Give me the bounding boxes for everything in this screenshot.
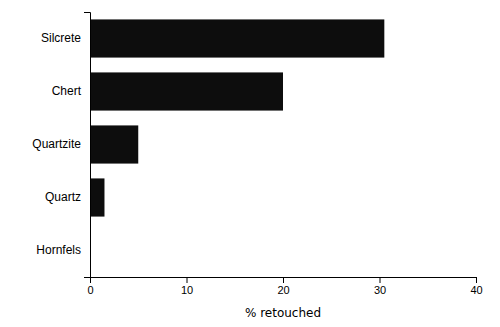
x-tick: 30 xyxy=(374,277,386,296)
y-tick: Quartz xyxy=(45,190,81,204)
x-tick-mark xyxy=(476,277,477,283)
x-tick: 20 xyxy=(277,277,289,296)
x-tick-label: 10 xyxy=(181,284,193,296)
x-tick-mark xyxy=(283,277,284,283)
y-tick: Quartzite xyxy=(32,137,81,151)
y-tick: Silcrete xyxy=(41,31,81,45)
y-tick-label: Quartz xyxy=(45,190,81,204)
y-axis: Silcrete Chert Quartzite Quartz Hornfels xyxy=(32,13,90,278)
plot-area: 0 10 20 30 40 Silcrete Chert Quartzite Quartz Hor… xyxy=(32,13,482,296)
y-tick-label: Silcrete xyxy=(41,31,81,45)
x-axis-line xyxy=(91,278,477,284)
x-tick: 0 xyxy=(87,277,93,296)
y-tick: Hornfels xyxy=(36,243,81,257)
x-tick-mark xyxy=(380,277,381,283)
x-tick: 10 xyxy=(181,277,193,296)
bar xyxy=(90,125,138,163)
x-tick-label: 20 xyxy=(277,284,289,296)
bar xyxy=(90,72,283,110)
bar xyxy=(90,19,384,57)
x-axis: 0 10 20 30 40 xyxy=(87,277,482,296)
y-axis-line xyxy=(84,13,91,278)
x-tick: 40 xyxy=(470,277,482,296)
chart-container: 0 10 20 30 40 Silcrete Chert Quartzite Quartz Hor… xyxy=(0,0,500,327)
y-tick: Chert xyxy=(52,84,82,98)
y-tick-label: Chert xyxy=(52,84,82,98)
x-axis-title: % retouched xyxy=(245,306,321,320)
y-tick-label: Hornfels xyxy=(36,243,81,257)
x-tick-mark xyxy=(187,277,188,283)
x-tick-label: 30 xyxy=(374,284,386,296)
x-tick-label: 0 xyxy=(87,284,93,296)
bars xyxy=(90,19,384,216)
x-tick-label: 40 xyxy=(470,284,482,296)
y-tick-label: Quartzite xyxy=(32,137,81,151)
bar xyxy=(90,178,104,216)
chart-svg: 0 10 20 30 40 Silcrete Chert Quartzite Quartz Hor… xyxy=(0,0,500,327)
